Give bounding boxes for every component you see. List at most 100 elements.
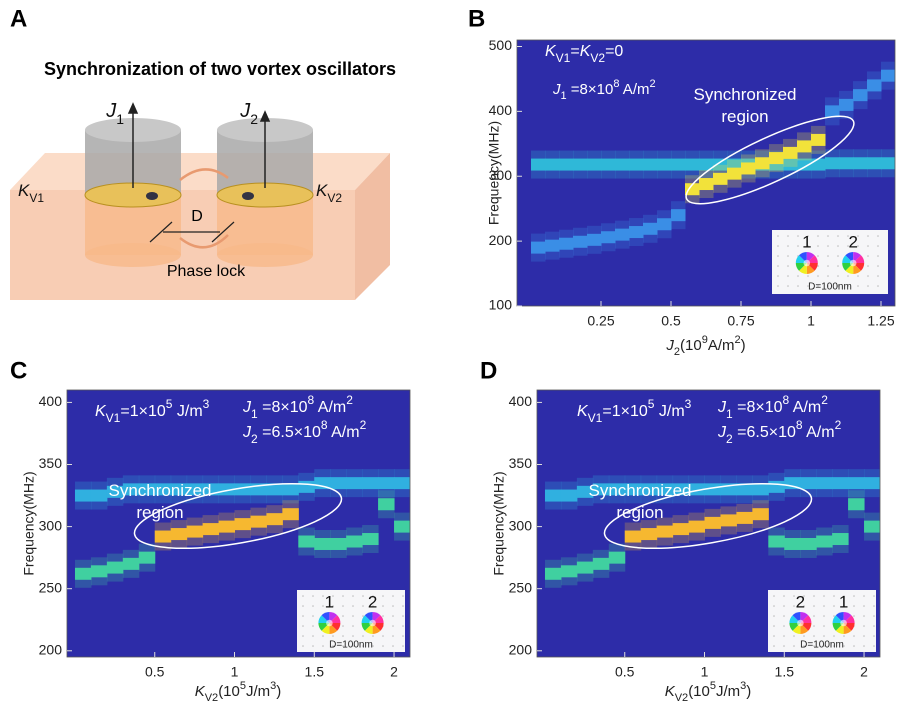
inset-dot	[352, 595, 354, 597]
heat-cell	[881, 157, 895, 170]
inset-dot	[813, 605, 815, 607]
color-wheel-wedge	[318, 615, 330, 623]
inset-dot	[312, 625, 314, 627]
heat-cell	[592, 483, 610, 496]
heat-cell	[90, 489, 108, 502]
inset-dot	[362, 635, 364, 637]
heat-cell	[531, 158, 546, 171]
inset-dot	[863, 625, 865, 627]
heat-cell	[106, 561, 124, 574]
inset-dot	[382, 605, 384, 607]
text-run: 8	[321, 418, 328, 432]
y-tick-label: 250	[39, 579, 63, 595]
heat-cell	[559, 158, 574, 171]
color-wheel-wedge	[853, 252, 861, 263]
y-tick-label: 500	[489, 37, 513, 53]
inset-dot	[847, 285, 849, 287]
inset-dot	[827, 275, 829, 277]
rich-text: J2	[239, 100, 258, 126]
inset-dot	[392, 635, 394, 637]
color-wheel-wedge	[329, 623, 341, 631]
inset-dot	[392, 615, 394, 617]
heat-cell	[587, 158, 602, 171]
inset-dot	[402, 645, 404, 647]
inset-label: 2	[848, 232, 857, 251]
inset-dot	[342, 595, 344, 597]
inset-dot	[823, 635, 825, 637]
heat-cell	[699, 178, 714, 191]
inset-dot	[857, 235, 859, 237]
inset-dot	[302, 615, 304, 617]
inset-dot	[797, 275, 799, 277]
heat-cell	[314, 537, 331, 550]
y-axis-label: Frequency(MHz)	[486, 121, 502, 225]
inset-label: 1	[802, 232, 811, 251]
color-wheel-wedge	[799, 263, 807, 274]
inset-dot	[342, 605, 344, 607]
heat-cell	[576, 561, 594, 574]
inset-dot	[372, 605, 374, 607]
inset-dot	[372, 595, 374, 597]
inset-dot	[813, 595, 815, 597]
region-outline	[133, 483, 343, 549]
heat-cell	[736, 511, 753, 524]
inset-dot	[342, 635, 344, 637]
heat-cell	[629, 158, 644, 171]
heat-cell	[672, 523, 690, 536]
color-wheel-wedge	[800, 623, 809, 634]
heat-cell	[218, 483, 236, 496]
inset-dot	[787, 245, 789, 247]
text-run: K	[195, 683, 206, 700]
heat-cell	[811, 158, 826, 171]
heat-cell	[685, 158, 700, 171]
heat-cell	[559, 237, 574, 250]
inset-dot	[813, 615, 815, 617]
inset-dot	[302, 595, 304, 597]
inset-dot	[837, 255, 839, 257]
heat-cell	[769, 152, 784, 165]
inset-dot	[787, 285, 789, 287]
inset-dot	[352, 645, 354, 647]
color-wheel-core	[840, 619, 847, 627]
text-run: 2	[726, 432, 733, 446]
heat-cell	[839, 98, 854, 111]
inset-dot	[843, 635, 845, 637]
heat-cell	[864, 520, 880, 533]
text-run: V1	[29, 191, 44, 205]
heat-cell	[266, 483, 283, 496]
color-wheel-wedge	[361, 615, 373, 623]
slab-top	[10, 153, 390, 190]
x-tick-label: 0.75	[727, 313, 754, 329]
heat-cell	[106, 485, 124, 498]
inset-dot	[783, 595, 785, 597]
heat-cell	[643, 158, 658, 171]
inset-dot	[873, 645, 875, 647]
inset-dot	[823, 595, 825, 597]
heat-cell	[629, 226, 644, 239]
rich-text: J1	[105, 100, 124, 126]
color-wheel-wedge	[329, 615, 341, 623]
inset-dot	[332, 605, 334, 607]
heat-cell	[811, 133, 826, 146]
x-tick-label: 0.5	[145, 664, 165, 680]
text-run: V1	[556, 51, 571, 65]
text-run: J	[242, 424, 252, 441]
inset-dot	[803, 645, 805, 647]
heat-cell	[282, 483, 299, 496]
x-tick-label: 0.5	[615, 664, 635, 680]
heat-cell	[298, 535, 315, 548]
inset-dot	[863, 595, 865, 597]
y-tick-label: 350	[39, 455, 63, 471]
inset-dot	[783, 645, 785, 647]
heat-cell	[266, 513, 283, 526]
inset-dot	[857, 245, 859, 247]
inset-dot	[817, 255, 819, 257]
heat-cell	[122, 483, 140, 496]
rich-text: J2(109A/m2)	[665, 334, 745, 358]
text-run: =1×10	[602, 403, 647, 420]
inset-dot	[813, 625, 815, 627]
heat-cell	[138, 483, 156, 496]
inset-dot	[332, 645, 334, 647]
inset-dot	[382, 595, 384, 597]
text-run: 1	[251, 407, 258, 421]
